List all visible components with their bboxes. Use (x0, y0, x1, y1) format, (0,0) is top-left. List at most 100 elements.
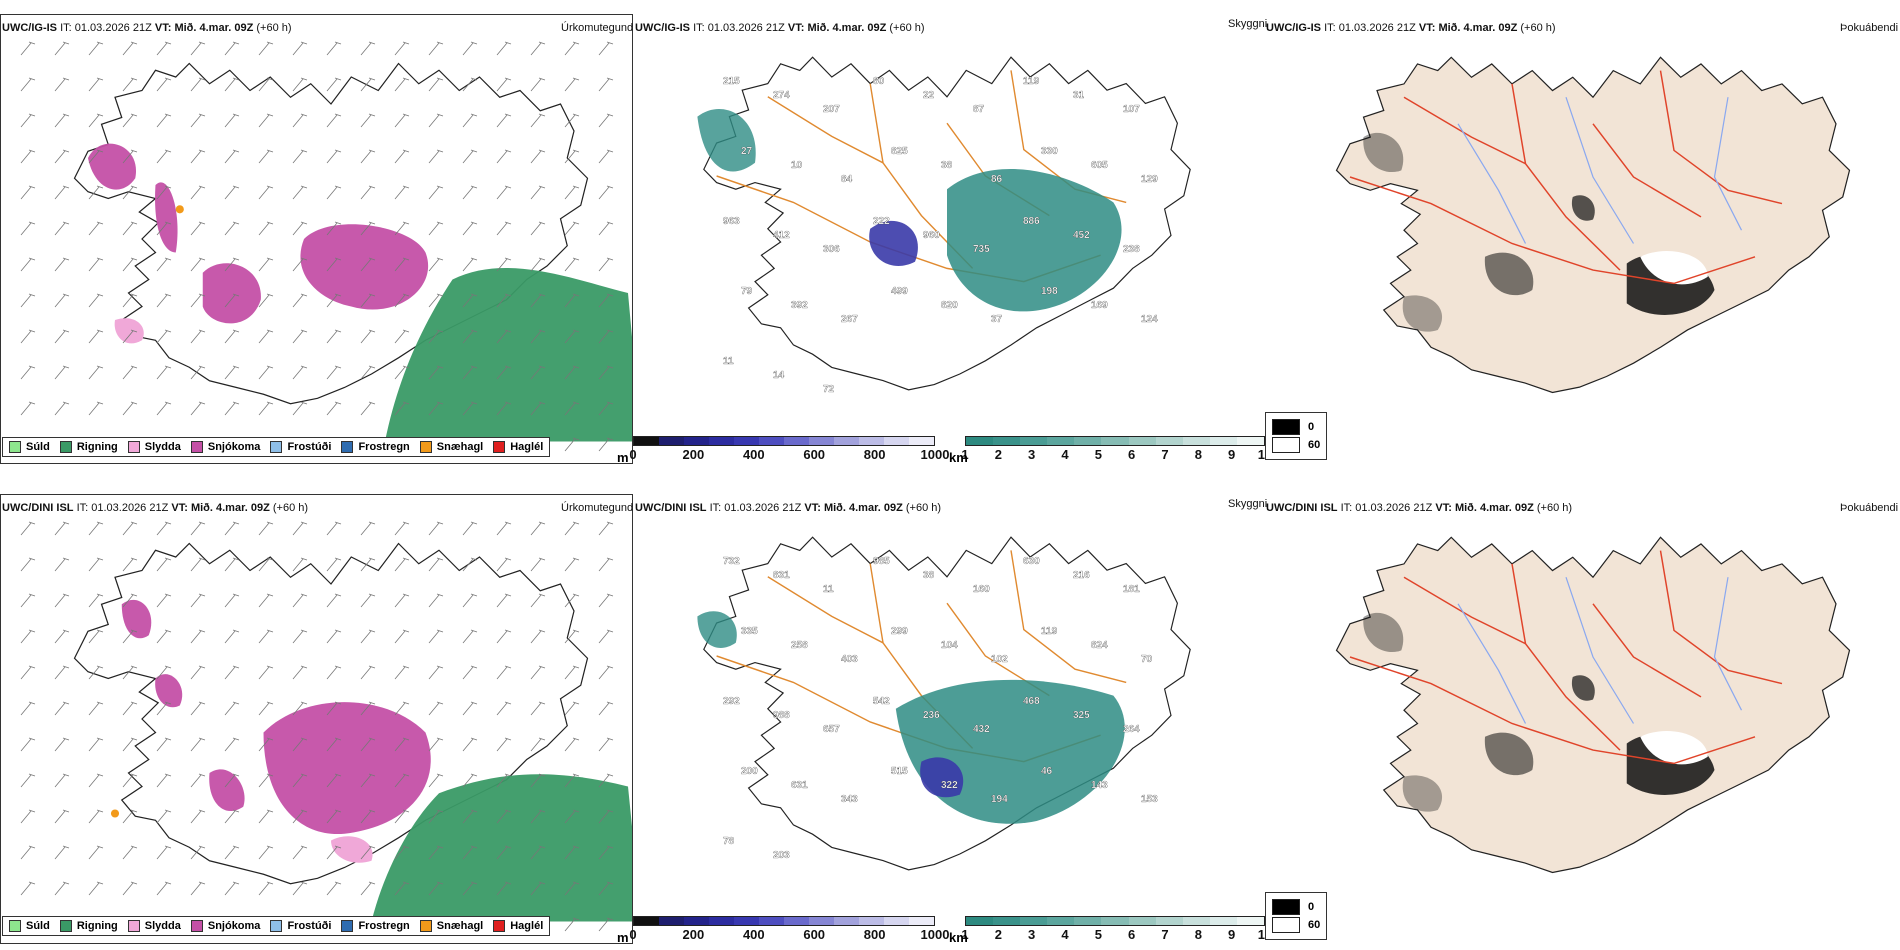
row2-header-mid: UWC/DINI ISL IT: 01.03.2026 21Z VT: Mið.… (635, 502, 941, 514)
lead-time: (+60 h) (256, 22, 292, 34)
legend-label: Haglél (510, 920, 544, 932)
graupel-spot (175, 205, 184, 214)
it-value: 01.03.2026 21Z (91, 502, 169, 514)
snow-area (155, 182, 178, 253)
colorbar-tick-label: 200 (682, 927, 705, 942)
fog-map-2 (1335, 536, 1851, 874)
legend-label: Snjókoma (207, 920, 261, 932)
precip-type-title-2: Úrkomutegund (561, 502, 634, 514)
cloud-base-value: 985 (873, 556, 890, 567)
cloud-base-region (947, 169, 1122, 312)
colorbar-bin (659, 437, 684, 445)
colorbar-bin (1020, 437, 1048, 445)
graupel-spot (110, 809, 120, 818)
cloud-base-value: 392 (791, 300, 808, 311)
fog-legend-item: 60 (1272, 917, 1320, 933)
cloud-base-value: 330 (1041, 146, 1058, 157)
legend-swatch (270, 441, 283, 453)
vt-value: Mið. 4.mar. 09Z (823, 502, 903, 514)
colorbar-bin (834, 437, 859, 445)
cloud-map-2: 732 831 11 985 38 160 630 216 181 335 258 403 299 104… (697, 536, 1191, 871)
colorbar-bin (859, 437, 884, 445)
cloud-base-value: 343 (841, 794, 858, 805)
cloud-base-value: 72 (823, 384, 835, 395)
legend-swatch (419, 920, 432, 932)
legend-swatch (270, 920, 283, 932)
row1-header-mid: UWC/IG-IS IT: 01.03.2026 21Z VT: Mið. 4.… (635, 22, 925, 34)
cloud-base-value: 732 (723, 556, 740, 567)
colorbar-bin (859, 917, 884, 925)
it-value: 01.03.2026 21Z (707, 22, 785, 34)
colorbar-ticks: 0 200 400 600 800 1000 (629, 446, 949, 462)
cloud-base-value: 432 (973, 724, 990, 735)
cloud-base-value: 14 (773, 370, 785, 381)
cloud-base-value: 38 (941, 160, 953, 171)
clear-area (1640, 730, 1708, 765)
cloud-base-value: 236 (923, 710, 940, 721)
colorbar-strip (633, 916, 935, 926)
precip-legend-item: Haglél (493, 920, 543, 932)
cloud-base-value: 194 (991, 794, 1008, 805)
colorbar-m-1: 0 200 400 600 800 1000 m (617, 436, 949, 465)
colorbar-bin (784, 437, 809, 445)
cloud-base-value: 198 (1041, 286, 1058, 297)
colorbar-strip (965, 436, 1265, 446)
legend-swatch (9, 920, 21, 932)
cloud-base-title-2: Skyggni (1228, 498, 1268, 510)
vt-label: VT: (804, 502, 821, 514)
cloud-base-value: 292 (723, 696, 740, 707)
legend-label: 0 (1308, 901, 1315, 913)
vt-value: Mið. 4.mar. 09Z (190, 502, 270, 514)
cloud-base-value: 631 (791, 780, 808, 791)
model-name: UWC/DINI ISL (1266, 502, 1338, 514)
cloud-base-value: 306 (823, 244, 840, 255)
lead-time: (+60 h) (1536, 502, 1573, 514)
cloud-base-value: 452 (1073, 230, 1090, 241)
cloud-base-value: 215 (723, 76, 740, 87)
colorbar-tick-label: 7 (1161, 447, 1169, 462)
cloud-base-value: 160 (973, 584, 990, 595)
colorbar-bin (1074, 917, 1102, 925)
fog-panel-2 (1263, 494, 1900, 944)
colorbar-bin (1155, 437, 1183, 445)
colorbar-ticks: 12345678910 (961, 926, 1272, 942)
cloud-base-value: 181 (1123, 584, 1140, 595)
cloud-base-value: 274 (773, 90, 790, 101)
precip-type-panel-2 (0, 494, 633, 944)
cloud-base-labels: 215 274 207 80 22 87 119 31 107 27 10 84 825 38 86 330 6… (723, 76, 1158, 395)
legend-swatch (1272, 419, 1300, 435)
cloud-base-value: 102 (991, 654, 1008, 665)
vt-label: VT: (1435, 502, 1452, 514)
low-cloud-region (920, 757, 964, 798)
legend-swatch (59, 441, 72, 453)
snow-area (202, 263, 261, 324)
colorbar-bin (1128, 437, 1156, 445)
sleet-area (331, 836, 373, 863)
legend-swatch (341, 441, 354, 453)
snow-area (155, 674, 183, 708)
colorbar-bin (1128, 917, 1156, 925)
cloud-base-value: 37 (991, 314, 1003, 325)
cloud-base-value: 104 (941, 640, 958, 651)
legend-label: Snjókoma (207, 441, 261, 453)
precip-legend-item: Frostúði (270, 441, 331, 453)
legend-label: Frostregn (358, 920, 410, 932)
colorbar-bin (1020, 917, 1048, 925)
precip-legend-item: Slydda (127, 441, 181, 453)
iceland-outline (1335, 56, 1851, 394)
cloud-base-value: 831 (773, 570, 790, 581)
colorbar-bin (834, 917, 859, 925)
legend-swatch (493, 441, 506, 453)
rain-area (371, 774, 632, 922)
colorbar-tick-label: 1000 (920, 447, 950, 462)
cloud-base-panel-2: 732 831 11 985 38 160 630 216 181 335 258 403 299 104… (633, 494, 1263, 944)
precip-legend-item: Rigning (59, 441, 118, 453)
colorbar-m-2: 0 200 400 600 800 1000 m (617, 916, 949, 945)
colorbar-tick-label: 2 (994, 927, 1002, 942)
road-network (1349, 70, 1783, 285)
snow-area (209, 769, 245, 812)
cloud-base-value: 825 (891, 146, 908, 157)
precip-legend-2: Súld Rigning Slydda Snjókoma Frostúði Frostre… (2, 916, 551, 936)
legend-label: 60 (1308, 439, 1321, 451)
colorbar-bin (634, 437, 659, 445)
